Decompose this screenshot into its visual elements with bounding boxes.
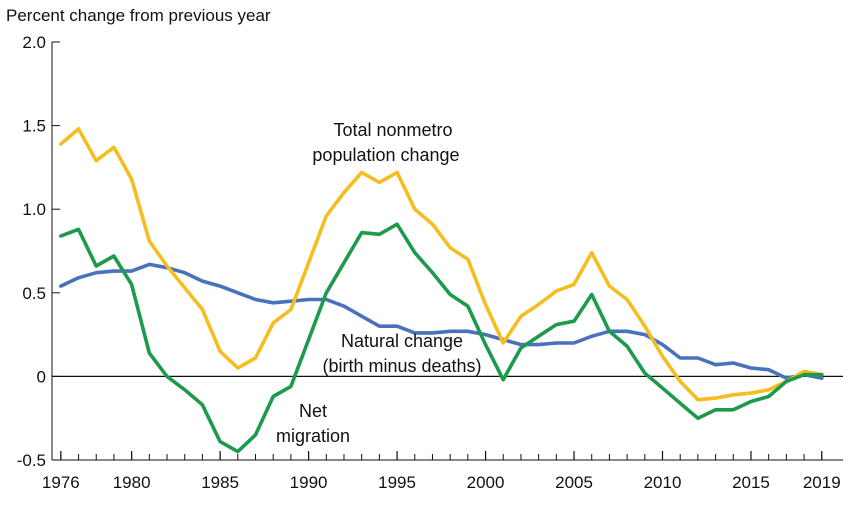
tick-labels: 2.0 1.5 1.0 0.5 0 -0.5 1976 1980 1985 1990 1995 200…	[17, 33, 841, 492]
x-tick-label: 1995	[378, 473, 416, 492]
x-tick-label: 1976	[42, 473, 80, 492]
annotation-total-line1: Total nonmetro	[333, 120, 452, 140]
x-tick-label: 2019	[803, 473, 841, 492]
annotation-total-line2: population change	[312, 145, 459, 165]
axes	[51, 41, 843, 461]
y-tick-label: 1.0	[22, 200, 46, 219]
x-tick-label: 1985	[201, 473, 239, 492]
x-tick-label: 2015	[732, 473, 770, 492]
y-tick-label: -0.5	[17, 451, 46, 470]
y-axis-label: Percent change from previous year	[6, 6, 271, 25]
series-line-natural	[58, 262, 824, 380]
series-line-net	[58, 222, 824, 454]
annotation-net-line2: migration	[276, 426, 350, 446]
annotation-natural-line2: (birth minus deaths)	[322, 356, 481, 376]
y-tick-label: 0	[37, 367, 46, 386]
y-tick-label: 0.5	[22, 284, 46, 303]
y-tick-label: 2.0	[22, 33, 46, 52]
y-tick-label: 1.5	[22, 117, 46, 136]
x-tick-label: 1990	[290, 473, 328, 492]
x-tick-label: 2000	[467, 473, 505, 492]
x-tick-label: 1980	[113, 473, 151, 492]
annotation-net-line1: Net	[299, 401, 327, 421]
series-line-total	[58, 127, 824, 402]
annotation-natural-line1: Natural change	[341, 331, 463, 351]
series-lines	[58, 127, 824, 454]
x-tick-label: 2005	[555, 473, 593, 492]
x-tick-label: 2010	[644, 473, 682, 492]
